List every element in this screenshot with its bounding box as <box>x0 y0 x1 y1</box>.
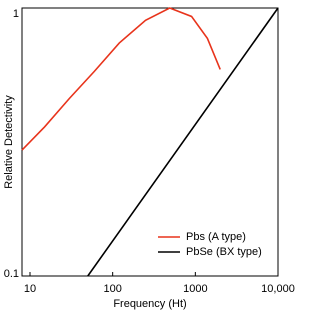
y-tick-label: 0.1 <box>4 268 19 280</box>
x-tick-label: 10 <box>24 283 36 295</box>
x-tick-label: 10,000 <box>261 283 295 295</box>
x-tick-label: 1000 <box>183 283 207 295</box>
line <box>21 7 221 151</box>
y-tick-label: 1 <box>13 8 19 20</box>
chart: Frequency (Ht) Relative Detectivity 10 10… <box>3 7 295 310</box>
x-axis-label: Frequency (Ht) <box>113 298 186 310</box>
legend-label: PbSe (BX type) <box>186 246 262 258</box>
x-tick-label: 100 <box>103 283 121 295</box>
line <box>87 7 279 277</box>
plot-frame <box>21 7 279 277</box>
y-axis-label: Relative Detectivity <box>3 95 15 189</box>
legend-label: Pbs (A type) <box>186 231 246 243</box>
